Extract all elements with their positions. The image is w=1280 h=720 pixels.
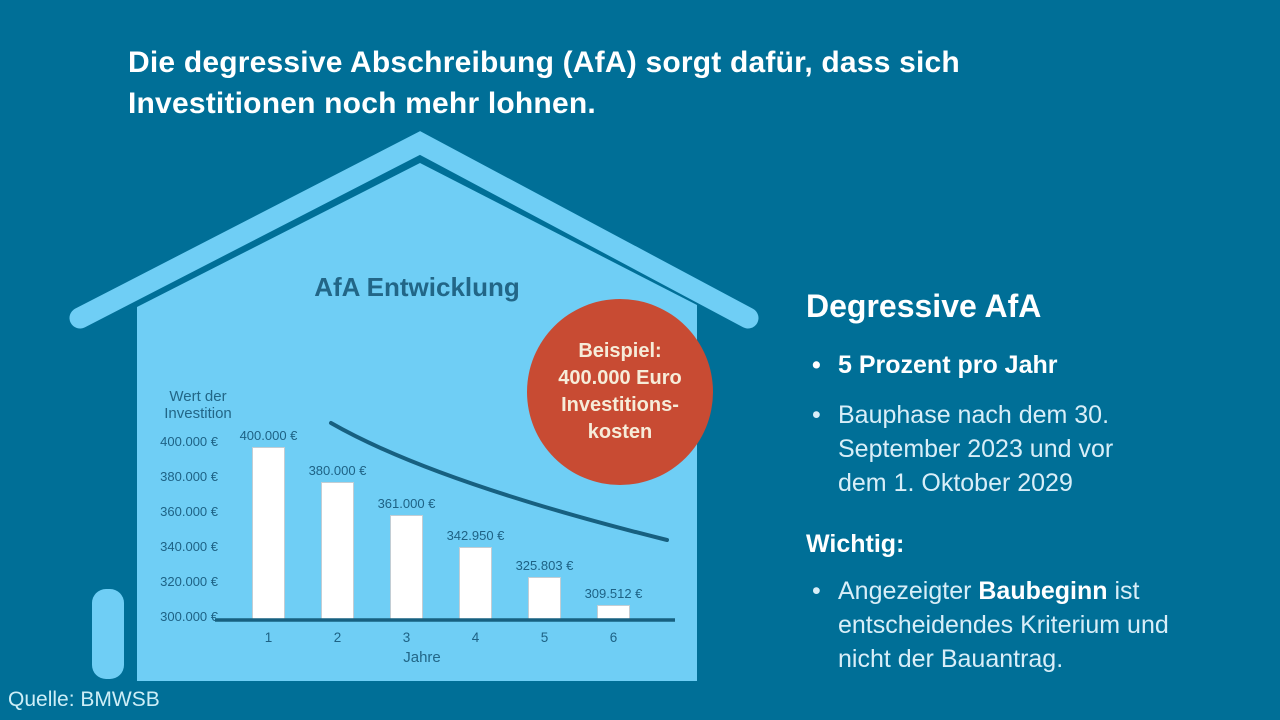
bar [459, 546, 492, 620]
bar-value-label: 380.000 € [308, 463, 367, 478]
bullet-item: • 5 Prozent pro Jahr [806, 348, 1058, 382]
bullet-icon: • [812, 351, 821, 379]
info-panel: Degressive AfA • 5 Prozent pro Jahr • Ba… [806, 0, 1206, 720]
badge-line: Beispiel: [578, 340, 662, 362]
y-tick-label: 340.000 € [160, 539, 218, 554]
badge-line: 400.000 Euro [558, 367, 682, 389]
y-tick-label: 380.000 € [160, 469, 218, 484]
headline-line2: Investitionen noch mehr lohnen. [128, 87, 596, 120]
chart-title: AfA Entwicklung [314, 272, 520, 302]
bullet-item: • Angezeigter Baubeginn ist entscheidend… [806, 574, 1174, 676]
bar-value-label: 342.950 € [446, 527, 505, 543]
panel-heading: Degressive AfA [806, 288, 1042, 324]
headline-line1: Die degressive Abschreibung (AfA) sorgt … [128, 46, 960, 79]
bar-value-label: 361.000 € [377, 496, 436, 512]
y-tick-label: 400.000 € [160, 434, 218, 449]
important-heading: Wichtig: [806, 530, 905, 558]
bar [597, 605, 630, 620]
bar [252, 447, 285, 620]
y-tick-label: 300.000 € [160, 609, 218, 624]
y-tick-label: 320.000 € [160, 574, 218, 589]
bullet-icon: • [812, 577, 821, 605]
chart-y-axis-label: Wert der Investition [164, 388, 232, 422]
x-tick-label: 4 [471, 630, 480, 645]
bar [321, 482, 354, 620]
chart-x-axis-label: Jahre [403, 649, 441, 666]
bar-value-label: 309.512 € [584, 586, 643, 602]
x-tick-label: 1 [264, 630, 273, 645]
x-tick-label: 2 [333, 630, 342, 645]
bar-value-label: 400.000 € [239, 428, 298, 443]
x-tick-label: 6 [609, 630, 618, 645]
bullet-item: • Bauphase nach dem 30. September 2023 u… [806, 398, 1162, 500]
bar [528, 576, 561, 620]
badge-line: Investitions- [561, 394, 679, 416]
bullet-text-pre: Angezeigter [838, 577, 979, 605]
y-tick-label: 360.000 € [160, 504, 218, 519]
source-label: Quelle: BMWSB [8, 688, 160, 711]
bullet-text-post: ist entscheidendes Kriterium und nicht d… [838, 577, 1169, 673]
x-tick-label: 5 [540, 630, 549, 645]
bar [390, 515, 423, 620]
bullet-icon: • [812, 401, 821, 429]
bullet-text: Bauphase nach dem 30. September 2023 und… [838, 401, 1114, 497]
bar-value-label: 325.803 € [515, 557, 574, 573]
example-badge: Beispiel: 400.000 Euro Investitions- kos… [527, 299, 713, 485]
house-pillar-shape [92, 589, 124, 679]
x-tick-label: 3 [402, 630, 411, 645]
bullet-text: 5 Prozent pro Jahr [838, 351, 1058, 379]
headline: Die degressive Abschreibung (AfA) sorgt … [128, 42, 1148, 124]
bullet-text: Angezeigter Baubeginn ist entscheidendes… [838, 574, 1174, 676]
bullet-text-bold: Baubeginn [978, 577, 1108, 605]
badge-line: kosten [587, 421, 653, 443]
